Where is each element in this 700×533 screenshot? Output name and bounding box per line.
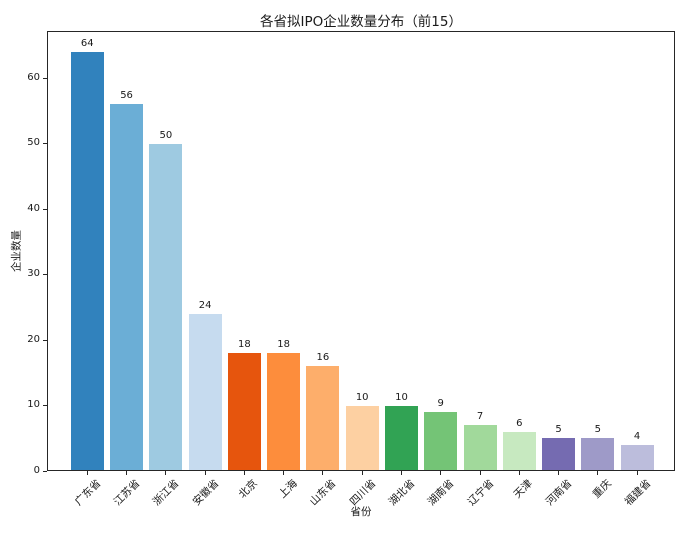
bar-value-label: 16 <box>316 352 330 364</box>
bar-value-label: 6 <box>516 417 523 429</box>
bar-value-label: 56 <box>120 90 133 102</box>
y-tick-mark <box>43 208 47 210</box>
bar <box>267 353 301 470</box>
bar <box>110 104 144 470</box>
x-tick-label: 北京 <box>236 477 261 501</box>
y-tick-label: 10 <box>27 399 40 411</box>
x-tick-label: 天津 <box>511 477 536 501</box>
x-tick-mark <box>243 471 245 475</box>
x-tick-mark <box>440 471 442 475</box>
x-tick-mark <box>518 471 520 475</box>
bar <box>581 438 615 470</box>
bar <box>424 412 458 470</box>
bar <box>542 438 576 470</box>
bar <box>384 405 418 470</box>
y-tick-label: 0 <box>33 464 40 476</box>
bar <box>227 353 261 470</box>
x-tick-label: 重庆 <box>590 477 614 501</box>
bar <box>620 444 654 470</box>
x-tick-mark <box>283 471 285 475</box>
bar <box>502 431 536 470</box>
x-tick-mark <box>479 471 481 475</box>
bar <box>188 313 222 470</box>
bar-value-label: 5 <box>594 424 601 436</box>
x-tick-mark <box>126 471 128 475</box>
bar-value-label: 7 <box>476 411 484 423</box>
bar-value-label: 10 <box>355 391 369 403</box>
y-tick-label: 50 <box>27 137 40 149</box>
x-tick-mark <box>400 471 402 475</box>
x-axis-label: 省份 <box>350 506 372 518</box>
y-tick-label: 40 <box>27 202 40 214</box>
bar-value-label: 24 <box>198 299 212 311</box>
y-tick-label: 20 <box>27 333 40 345</box>
y-tick-mark <box>43 274 47 276</box>
bar-value-label: 10 <box>395 391 408 403</box>
x-tick-mark <box>165 471 167 475</box>
y-tick-mark <box>43 470 47 472</box>
y-tick-mark <box>43 339 47 341</box>
bar-value-label: 4 <box>633 430 641 442</box>
x-tick-mark <box>204 471 206 475</box>
bar-value-label: 18 <box>238 339 251 351</box>
x-tick-mark <box>597 471 599 475</box>
y-axis-label: 企业数量 <box>10 230 23 272</box>
x-tick-mark <box>322 471 324 475</box>
x-tick-label: 上海 <box>276 477 300 501</box>
bar <box>345 405 379 470</box>
x-tick-mark <box>636 471 638 475</box>
x-tick-mark <box>558 471 560 475</box>
bar-value-label: 5 <box>555 424 562 436</box>
bar <box>70 51 104 470</box>
x-tick-mark <box>86 471 88 475</box>
chart-title: 各省拟IPO企业数量分布（前15） <box>260 14 462 30</box>
bar-value-label: 18 <box>277 339 290 351</box>
bar <box>463 425 497 470</box>
y-tick-label: 30 <box>27 268 40 280</box>
y-tick-mark <box>43 77 47 79</box>
y-tick-mark <box>43 405 47 407</box>
bar <box>306 366 340 470</box>
y-tick-mark <box>43 143 47 145</box>
bar <box>149 143 183 470</box>
bar-value-label: 50 <box>159 129 173 141</box>
bar-value-label: 9 <box>437 398 444 410</box>
bar-value-label: 64 <box>80 37 94 49</box>
x-tick-mark <box>361 471 363 475</box>
y-tick-label: 60 <box>27 71 40 83</box>
